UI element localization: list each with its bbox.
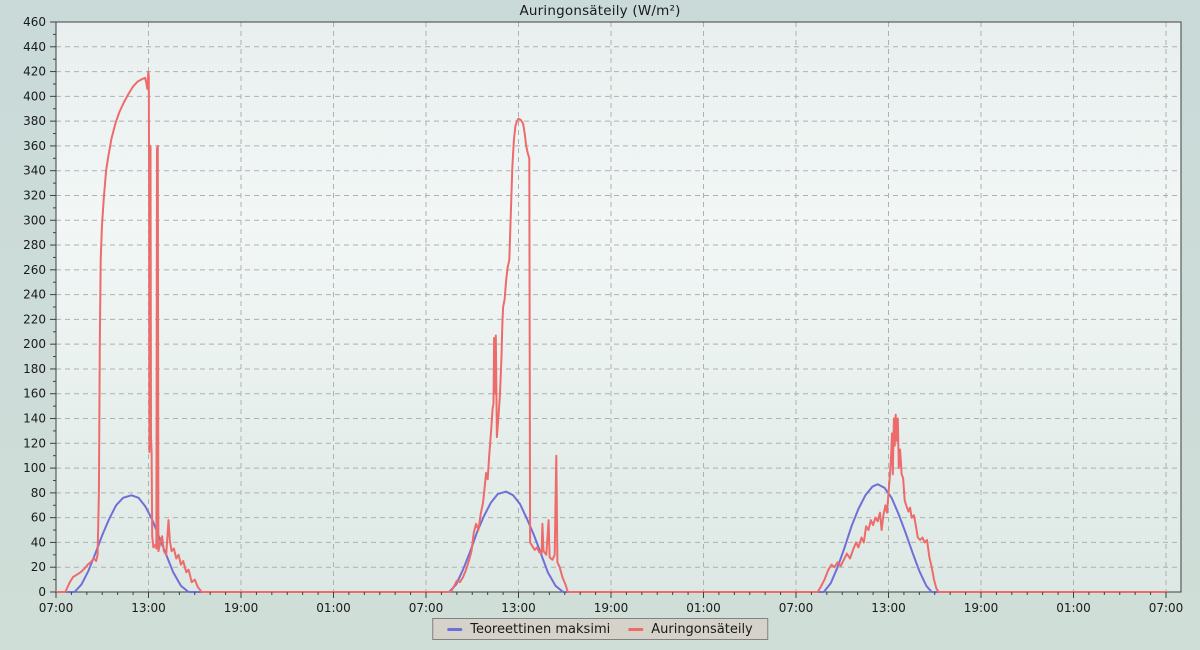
series-line-teoreettinen-maksimi [55,483,1167,593]
legend-label-teoreettinen-maksimi: Teoreettinen maksimi [470,621,611,637]
y-tick-label: 20 [31,560,46,574]
y-tick-label: 140 [23,412,46,426]
y-tick-label: 40 [31,535,46,549]
legend-swatch-blue [447,627,463,631]
legend-swatch-red [628,627,644,631]
x-tick-label: 01:00 [686,601,721,615]
x-tick-label: 07:00 [1149,601,1184,615]
y-tick-label: 0 [38,585,46,599]
x-tick-label: 13:00 [131,601,166,615]
y-tick-label: 80 [31,486,46,500]
series-line-auringons-teily [55,70,1167,593]
x-tick-label: 07:00 [779,601,814,615]
chart-title: Auringonsäteily (W/m²) [519,3,681,19]
x-tick-label: 13:00 [501,601,536,615]
x-tick-label: 01:00 [1056,601,1091,615]
y-tick-label: 320 [23,188,46,202]
legend-item-teoreettinen-maksimi: Teoreettinen maksimi [447,622,610,637]
y-tick-label: 340 [23,164,46,178]
legend-label-auringonsateily: Auringonsäteily [651,621,753,637]
x-tick-label: 19:00 [964,601,999,615]
plot-background [56,22,1181,592]
y-tick-label: 280 [23,238,46,252]
y-tick-label: 460 [23,15,46,29]
y-tick-label: 300 [23,213,46,227]
legend: Teoreettinen maksimi Auringonsäteily [432,618,768,640]
y-tick-label: 400 [23,89,46,103]
y-tick-label: 180 [23,362,46,376]
y-tick-label: 380 [23,114,46,128]
y-tick-label: 240 [23,288,46,302]
x-tick-label: 07:00 [39,601,74,615]
y-tick-label: 60 [31,511,46,525]
y-tick-label: 420 [23,65,46,79]
legend-item-auringonsateily: Auringonsäteily [628,622,753,637]
x-tick-label: 19:00 [224,601,259,615]
x-tick-label: 01:00 [316,601,351,615]
y-tick-label: 200 [23,337,46,351]
y-tick-label: 160 [23,387,46,401]
y-tick-label: 100 [23,461,46,475]
y-tick-label: 260 [23,263,46,277]
y-tick-label: 360 [23,139,46,153]
x-tick-label: 19:00 [594,601,629,615]
y-tick-label: 120 [23,436,46,450]
x-tick-label: 13:00 [871,601,906,615]
y-tick-label: 220 [23,312,46,326]
x-tick-label: 07:00 [409,601,444,615]
y-tick-label: 440 [23,40,46,54]
